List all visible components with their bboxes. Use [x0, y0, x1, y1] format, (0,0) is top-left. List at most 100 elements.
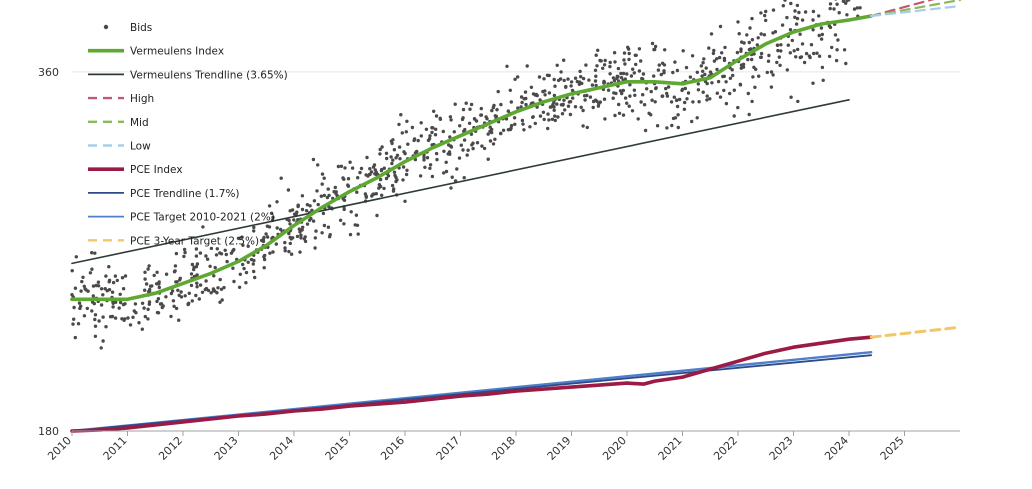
bid-point — [195, 285, 199, 289]
bid-point — [414, 150, 419, 154]
bid-point — [298, 250, 302, 254]
bid-point — [613, 113, 617, 118]
bid-point — [290, 208, 295, 212]
bid-point — [422, 155, 426, 159]
bid-point — [391, 138, 395, 142]
bid-point — [641, 72, 646, 76]
bid-point — [342, 222, 346, 226]
bid-point — [194, 254, 199, 258]
bid-point — [819, 37, 824, 41]
bid-point — [146, 317, 150, 321]
bid-point — [313, 236, 317, 240]
bid-point — [232, 279, 236, 284]
bid-point — [656, 68, 661, 72]
legend-item-mid: Mid — [88, 117, 149, 129]
bid-point — [712, 48, 716, 53]
bid-point — [724, 80, 728, 84]
bid-point — [275, 226, 279, 230]
bid-point — [542, 117, 546, 122]
bid-point — [400, 131, 404, 135]
bid-point — [392, 148, 397, 152]
bid-point — [365, 155, 369, 160]
bid-point — [430, 130, 434, 135]
bid-point — [582, 94, 587, 98]
bid-point — [836, 38, 840, 42]
x-tick-label: 2023 — [767, 434, 796, 463]
bid-point — [564, 85, 568, 89]
bid-point — [253, 275, 257, 280]
bid-point — [132, 309, 136, 313]
bid-point — [215, 247, 219, 251]
bid-point — [406, 142, 410, 146]
bid-point — [461, 148, 465, 152]
bid-point — [170, 289, 175, 293]
bid-point — [356, 232, 360, 236]
bid-point — [531, 92, 536, 96]
bid-point — [275, 200, 279, 204]
bid-point — [858, 6, 862, 10]
bid-point — [404, 130, 408, 134]
bid-point — [555, 63, 559, 67]
bid-point — [72, 317, 76, 321]
bid-point — [654, 86, 658, 90]
bid-point — [291, 236, 295, 240]
bid-point — [442, 149, 446, 153]
bid-point — [111, 280, 116, 285]
bid-point — [490, 108, 494, 113]
low-line — [870, 4, 962, 18]
bid-point — [296, 204, 300, 209]
bid-point — [475, 141, 480, 145]
bid-point — [316, 202, 320, 207]
bid-point — [512, 116, 517, 120]
bid-point — [91, 284, 96, 288]
bid-point — [334, 190, 338, 194]
bid-point — [803, 10, 808, 14]
bid-point — [338, 218, 343, 222]
bid-point — [90, 300, 95, 304]
bid-point — [295, 234, 300, 239]
bid-point — [460, 117, 465, 122]
bid-point — [252, 225, 256, 230]
legend-label: High — [130, 93, 154, 105]
bid-point — [155, 299, 159, 304]
bid-point — [619, 71, 623, 76]
bid-point — [218, 300, 222, 304]
bid-point — [562, 98, 566, 102]
bid-point — [705, 98, 709, 102]
bid-point — [346, 177, 351, 181]
bid-point — [283, 249, 287, 253]
bid-point — [195, 273, 199, 277]
bid-point — [305, 203, 310, 207]
bid-point — [289, 252, 294, 256]
bid-point — [616, 66, 621, 71]
bid-point — [695, 70, 699, 75]
bid-point — [465, 153, 469, 157]
bid-point — [374, 172, 378, 177]
bid-point — [464, 101, 468, 105]
bid-point — [632, 88, 637, 92]
bid-point — [715, 67, 719, 72]
bid-point — [113, 316, 118, 320]
bid-point — [299, 233, 303, 237]
bid-point — [288, 241, 292, 246]
bid-point — [93, 334, 98, 338]
bid-point — [552, 100, 556, 105]
bid-point — [146, 307, 150, 311]
legend-item-vermeulens-trend: Vermeulens Trendline (3.65%) — [88, 69, 288, 81]
bid-point — [732, 88, 736, 92]
bid-point — [552, 93, 557, 98]
bid-point — [556, 115, 560, 119]
bid-point — [608, 64, 612, 69]
bid-point — [393, 173, 397, 178]
bid-point — [469, 132, 474, 136]
bid-point — [214, 253, 219, 257]
bid-point — [82, 314, 87, 318]
bid-point — [528, 125, 532, 129]
bid-point — [428, 163, 433, 167]
bid-point — [537, 75, 542, 79]
bid-point — [566, 77, 570, 81]
bid-point — [508, 88, 512, 93]
bid-point — [204, 254, 208, 258]
bid-point — [501, 128, 506, 132]
